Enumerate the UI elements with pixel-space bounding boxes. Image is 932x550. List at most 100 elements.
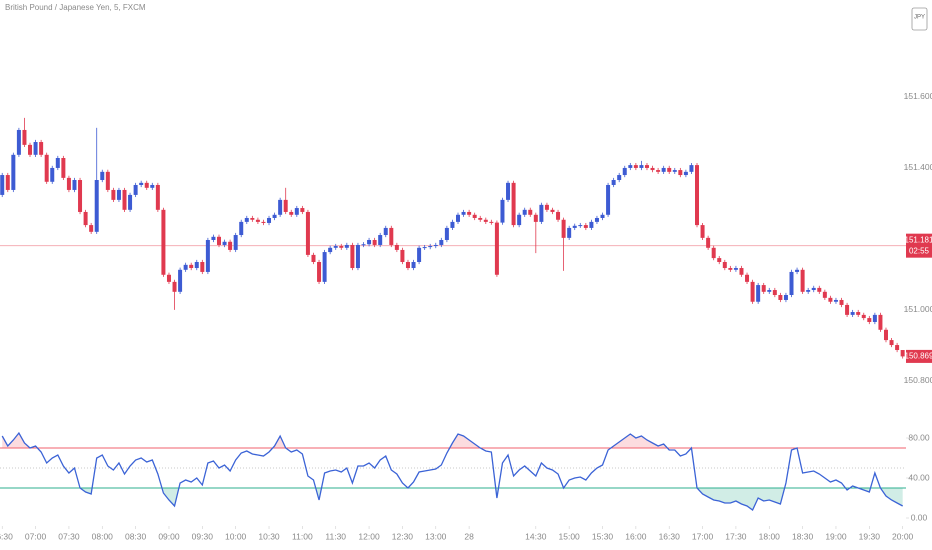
candle-body [506, 182, 511, 200]
candle-body [628, 165, 633, 168]
candle-body [761, 285, 766, 292]
candle-body [322, 252, 327, 282]
candle-body [767, 290, 772, 292]
candle-body [122, 189, 127, 210]
candle-body [695, 165, 700, 226]
candle-body [294, 208, 299, 215]
candle-body [105, 171, 110, 190]
candle-body [728, 268, 733, 270]
candle-body [55, 158, 60, 168]
candle-body [283, 199, 288, 212]
candle-body [572, 225, 577, 228]
candle-body [11, 154, 16, 190]
x-tick-label: 28 [464, 531, 474, 541]
candle-body [883, 329, 888, 341]
y-tick-label: 0.00 [911, 512, 928, 522]
candle-body [606, 184, 611, 215]
candle-body [205, 239, 210, 272]
candle-body [467, 211, 472, 215]
candle-body [745, 274, 750, 282]
candle-body [644, 165, 649, 168]
candle-body [611, 180, 616, 185]
currency-icon[interactable]: JPY [911, 7, 928, 31]
candle-body [867, 318, 872, 322]
candle-body [778, 295, 783, 300]
candle-body [800, 269, 805, 292]
candle-body [789, 271, 794, 296]
x-tick-label: 10:00 [225, 531, 247, 541]
candle-body [417, 247, 422, 262]
y-tick-label: 151.000 [904, 304, 932, 314]
candle-body [472, 214, 477, 218]
candle-body [756, 285, 761, 302]
candle-body [578, 225, 583, 227]
candle-body [72, 180, 77, 190]
candle-body [22, 129, 27, 145]
candle-body [750, 281, 755, 302]
candle-body [783, 295, 788, 300]
candle-body [355, 244, 360, 269]
candle-body [367, 239, 372, 245]
candle-body [900, 350, 905, 357]
candle-body [255, 219, 260, 222]
rsi-line [1, 431, 903, 511]
x-tick-label: 11:30 [325, 531, 346, 541]
candle-body [561, 219, 566, 238]
candle-body [639, 165, 644, 168]
candle-body [378, 235, 383, 245]
candle-body [878, 314, 883, 330]
candle-body [522, 209, 527, 215]
candle-body [722, 261, 727, 269]
candle-body [28, 144, 33, 155]
candle-body [478, 217, 483, 220]
candle-body [244, 217, 249, 222]
y-tick-label: 151.400 [904, 162, 932, 172]
candle-body [189, 264, 194, 269]
x-tick-label: 11:00 [292, 531, 313, 541]
candle-body [116, 189, 121, 200]
candle-body [594, 217, 599, 222]
candle-body [239, 221, 244, 236]
candle-body [422, 247, 427, 249]
overbought-fill [2, 433, 903, 448]
candle-body [567, 227, 572, 238]
y-tick-label: 80.00 [908, 432, 930, 442]
x-tick-label: 20:00 [892, 531, 914, 541]
candle-body [278, 199, 283, 215]
candle-body [333, 246, 338, 248]
candle-body [828, 297, 833, 302]
candle-body [216, 236, 221, 245]
candle-body [66, 177, 71, 190]
x-tick-label: 15:30 [592, 531, 614, 541]
candle-body [856, 312, 861, 315]
candle-body [517, 214, 522, 226]
icon-frame [911, 7, 928, 31]
candle-body [89, 225, 94, 232]
x-tick-label: 19:00 [825, 531, 847, 541]
candle-body [372, 239, 377, 245]
candle-body [811, 287, 816, 291]
candle-body [589, 221, 594, 228]
candle-body [383, 227, 388, 236]
candle-body [339, 246, 344, 248]
chart-title: British Pound / Japanese Yen, 5, FXCM [5, 3, 146, 12]
candle-body [100, 171, 105, 181]
x-tick-label: 17:30 [725, 531, 747, 541]
candle-body [700, 225, 705, 238]
x-tick-label: 19:30 [859, 531, 881, 541]
x-tick-label: 17:00 [692, 531, 714, 541]
candle-body [717, 258, 722, 262]
x-tick-label: 07:00 [25, 531, 47, 541]
x-tick-label: 12:00 [358, 531, 380, 541]
candle-body [289, 211, 294, 215]
candle-body [0, 175, 5, 195]
candle-body [711, 247, 716, 259]
candle-body [817, 287, 822, 292]
candle-body [128, 194, 133, 210]
candle-body [456, 214, 461, 222]
candle-body [228, 241, 233, 250]
candle-body [144, 182, 149, 188]
candle-body [133, 184, 138, 195]
x-tick-label: 09:30 [192, 531, 214, 541]
